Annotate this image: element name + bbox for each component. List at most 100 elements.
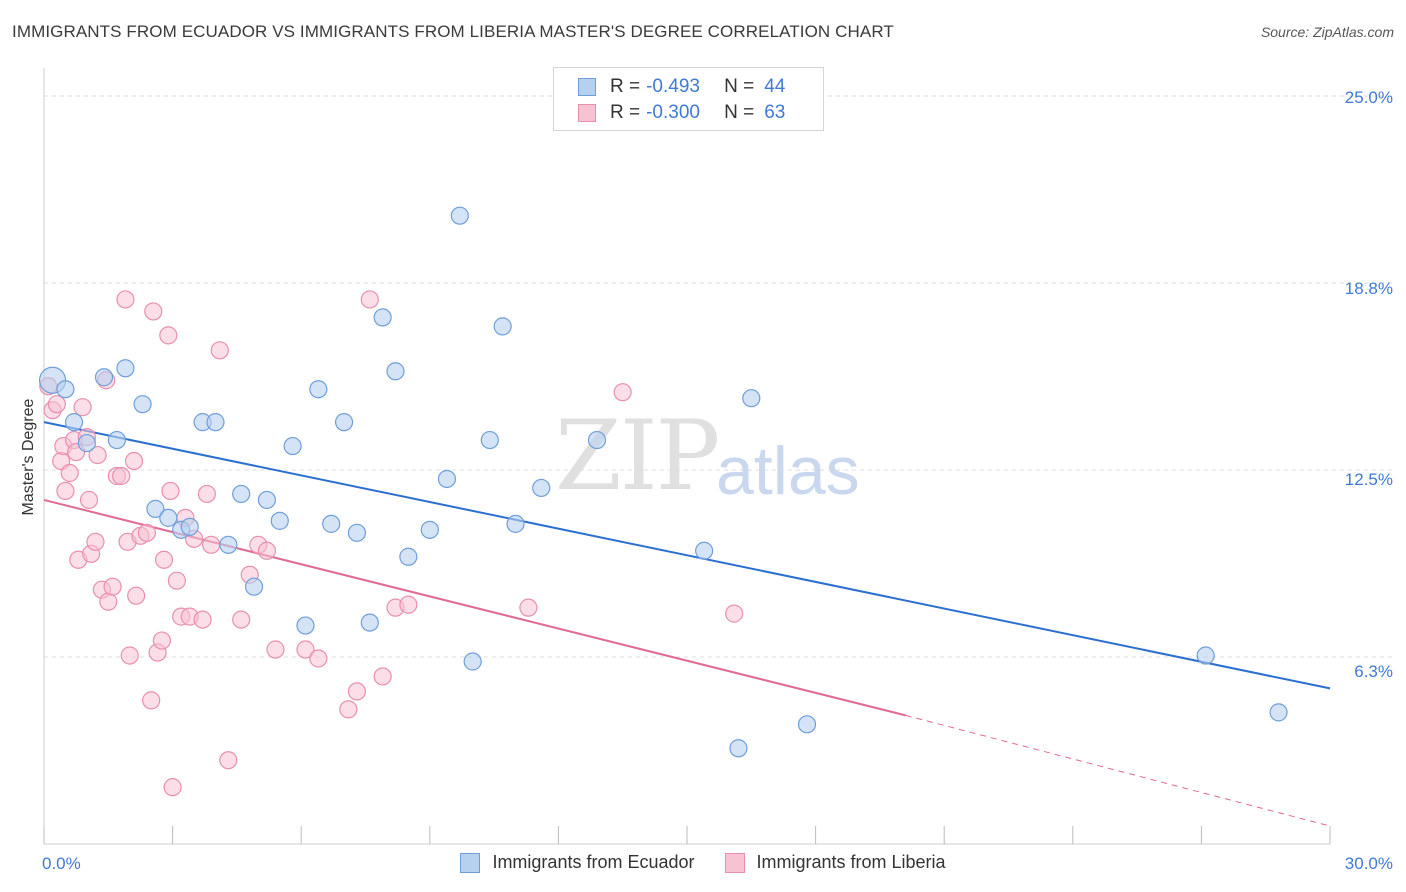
liberia-point-34 <box>159 326 178 345</box>
legend-item-liberia: Immigrants from Liberia <box>724 852 946 873</box>
liberia-point-51 <box>266 640 285 659</box>
legend-row-liberia: R = -0.300 N = 63 <box>578 101 785 125</box>
legend-n-value: 63 <box>764 102 786 123</box>
ecuador-point-23 <box>334 413 354 432</box>
liberia-point-56 <box>360 290 379 309</box>
ecuador-point-25 <box>360 613 379 632</box>
watermark-zip: ZIP <box>555 400 720 512</box>
y-tick-12-5: 12.5% <box>1345 470 1393 489</box>
liberia-point-55 <box>347 682 367 701</box>
ecuador-point-42 <box>1196 646 1215 665</box>
ecuador-trend-line <box>43 421 1331 690</box>
stats-legend: R = -0.493 N = 44 R = -0.300 N = 63 <box>553 67 824 131</box>
y-tick-18-8: 18.8% <box>1345 279 1393 298</box>
liberia-swatch <box>578 104 596 122</box>
axes <box>43 68 1331 845</box>
ecuador-point-20 <box>296 616 315 635</box>
ecuador-point-1 <box>56 380 75 399</box>
liberia-point-5 <box>56 481 75 501</box>
ecuador-point-16 <box>244 577 264 596</box>
chart-title: IMMIGRANTS FROM ECUADOR VS IMMIGRANTS FR… <box>12 22 894 41</box>
ecuador-point-34 <box>493 317 512 336</box>
axis-labels: Master's Degree 25.0% 18.8% 12.5% 6.3% 0… <box>20 88 1393 873</box>
liberia-point-30 <box>144 302 163 321</box>
liberia-point-42 <box>193 610 212 629</box>
liberia-point-32 <box>152 631 171 650</box>
ecuador-point-13 <box>206 413 225 432</box>
liberia-legend-swatch <box>724 852 745 873</box>
ecuador-point-35 <box>506 514 525 533</box>
ecuador-point-27 <box>386 362 405 381</box>
ecuador-point-14 <box>219 535 238 554</box>
y-tick-25: 25.0% <box>1345 88 1393 107</box>
liberia-point-54 <box>339 700 358 719</box>
liberia-point-28 <box>137 523 156 542</box>
ecuador-point-26 <box>373 308 392 327</box>
liberia-point-44 <box>202 535 221 554</box>
ecuador-point-19 <box>283 436 302 456</box>
ecuador-point-8 <box>146 499 165 518</box>
liberia-point-10 <box>73 398 92 417</box>
ecuador-point-30 <box>437 469 457 489</box>
liberia-point-36 <box>163 778 182 797</box>
liberia-point-43 <box>197 484 216 504</box>
ecuador-point-6 <box>116 359 135 378</box>
liberia-point-19 <box>103 577 122 596</box>
liberia-point-25 <box>124 451 144 471</box>
ecuador-point-15 <box>232 484 251 504</box>
legend-r-value: -0.300 <box>646 102 700 123</box>
legend-item-ecuador: Immigrants from Ecuador <box>460 852 695 873</box>
ecuador-point-7 <box>133 395 152 414</box>
ecuador-point-39 <box>729 739 748 758</box>
liberia-point-46 <box>219 751 238 770</box>
legend-label-ecuador: Immigrants from Ecuador <box>492 852 695 872</box>
ecuador-point-28 <box>399 547 418 566</box>
liberia-point-61 <box>613 383 632 402</box>
ecuador-point-31 <box>450 206 469 225</box>
ecuador-point-38 <box>695 541 714 560</box>
ecuador-point-33 <box>480 430 499 450</box>
y-tick-6-3: 6.3% <box>1354 662 1393 681</box>
liberia-point-60 <box>519 598 538 617</box>
x-tick-max: 30.0% <box>1345 854 1393 873</box>
ecuador-point-3 <box>77 433 96 453</box>
ecuador-point-11 <box>180 517 199 536</box>
ecuador-point-17 <box>257 490 277 510</box>
ecuador-legend-swatch <box>460 852 481 873</box>
ecuador-point-40 <box>742 389 761 408</box>
liberia-point-47 <box>232 610 251 629</box>
liberia-point-37 <box>167 571 186 590</box>
legend-n-label: N = <box>724 76 755 97</box>
liberia-point-52 <box>296 640 315 659</box>
series-legend: Immigrants from Ecuador Immigrants from … <box>0 852 1406 873</box>
legend-r-label: R = <box>610 102 641 123</box>
ecuador-point-29 <box>420 520 439 539</box>
ecuador-point-22 <box>322 514 341 533</box>
liberia-point-29 <box>142 691 161 710</box>
y-axis-label: Master's Degree <box>20 398 37 515</box>
ecuador-point-18 <box>270 511 289 530</box>
liberia-point-35 <box>161 481 180 501</box>
legend-label-liberia: Immigrants from Liberia <box>756 852 946 872</box>
ecuador-point-4 <box>94 368 114 387</box>
ecuador-point-32 <box>463 652 482 671</box>
liberia-point-12 <box>79 490 99 510</box>
data-points <box>38 206 1288 797</box>
liberia-point-53 <box>309 649 328 668</box>
ecuador-point-2 <box>64 413 84 432</box>
liberia-point-18 <box>99 592 118 611</box>
liberia-point-2 <box>47 395 66 414</box>
ecuador-point-43 <box>1269 703 1288 722</box>
liberia-point-59 <box>399 595 418 614</box>
x-tick-min: 0.0% <box>42 854 81 873</box>
ecuador-point-21 <box>309 380 328 399</box>
ecuador-point-5 <box>107 430 126 450</box>
liberia-point-33 <box>154 550 174 569</box>
legend-r-label: R = <box>610 76 641 97</box>
liberia-point-62 <box>725 604 744 623</box>
ecuador-swatch <box>578 78 596 96</box>
ecuador-point-36 <box>532 478 551 498</box>
liberia-point-14 <box>86 532 105 551</box>
liberia-point-50 <box>257 541 277 560</box>
